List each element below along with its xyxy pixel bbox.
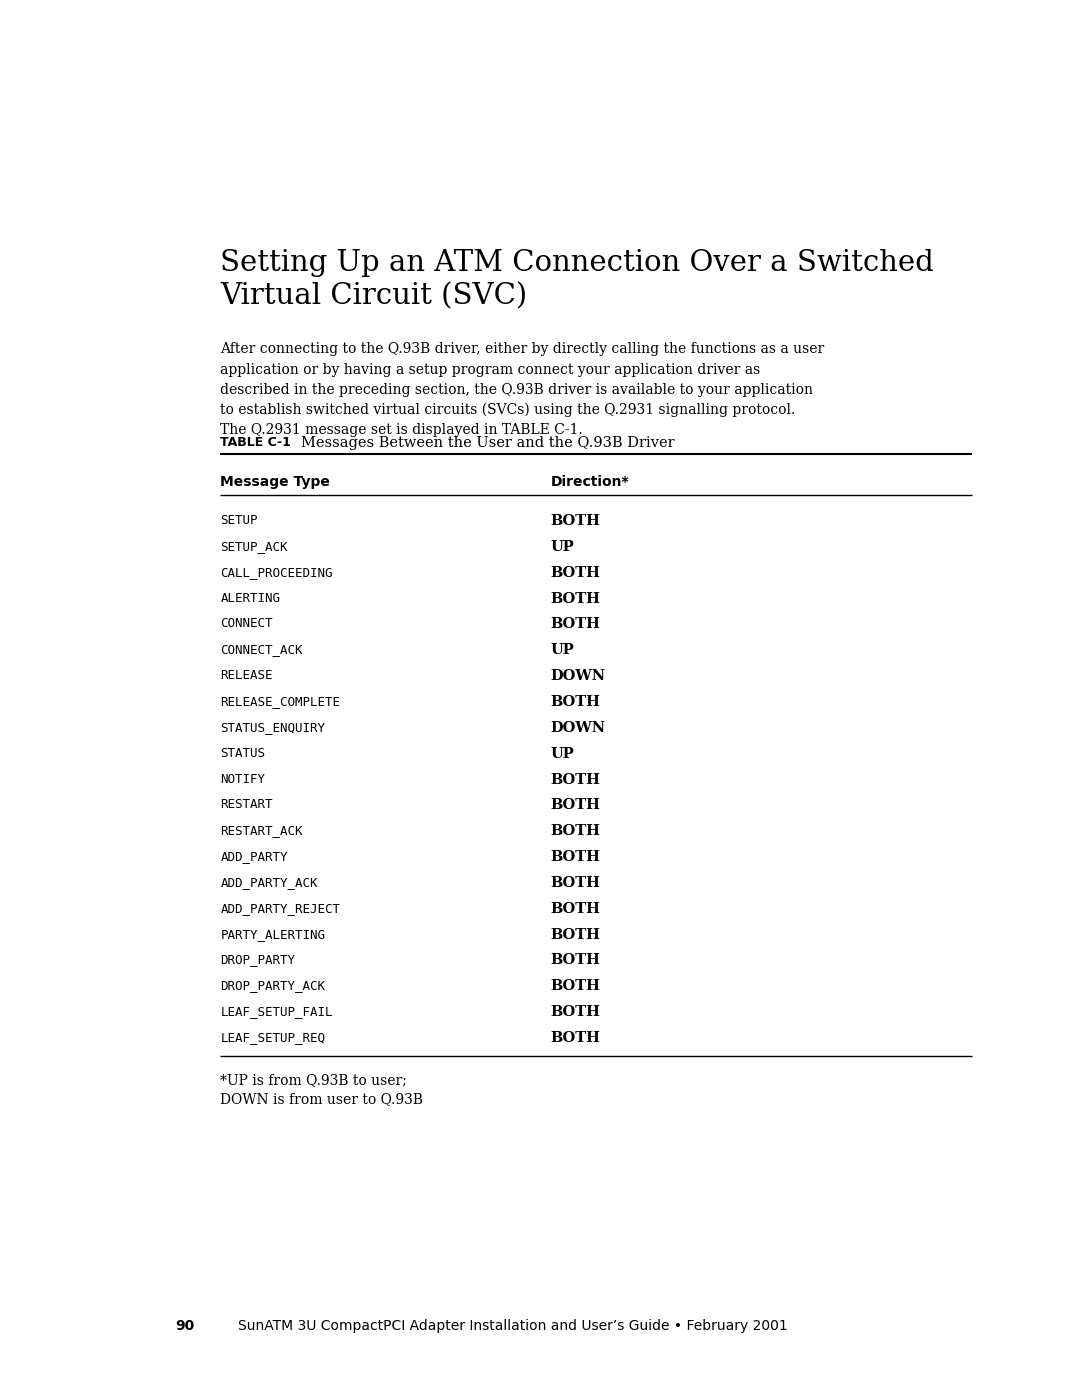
Text: *UP is from Q.93B to user;: *UP is from Q.93B to user; xyxy=(220,1073,407,1087)
Text: BOTH: BOTH xyxy=(551,1031,600,1045)
Text: BOTH: BOTH xyxy=(551,591,600,606)
Text: LEAF_SETUP_FAIL: LEAF_SETUP_FAIL xyxy=(220,1004,333,1018)
Text: Message Type: Message Type xyxy=(220,475,330,489)
Text: BOTH: BOTH xyxy=(551,876,600,890)
Text: BOTH: BOTH xyxy=(551,773,600,787)
Text: RELEASE_COMPLETE: RELEASE_COMPLETE xyxy=(220,694,340,708)
Text: RESTART: RESTART xyxy=(220,798,273,812)
Text: BOTH: BOTH xyxy=(551,849,600,865)
Text: CONNECT: CONNECT xyxy=(220,617,273,630)
Text: CONNECT_ACK: CONNECT_ACK xyxy=(220,643,302,657)
Text: BOTH: BOTH xyxy=(551,901,600,916)
Text: PARTY_ALERTING: PARTY_ALERTING xyxy=(220,928,325,940)
Text: BOTH: BOTH xyxy=(551,514,600,528)
Text: ADD_PARTY_REJECT: ADD_PARTY_REJECT xyxy=(220,901,340,915)
Text: BOTH: BOTH xyxy=(551,824,600,838)
Text: BOTH: BOTH xyxy=(551,798,600,813)
Text: STATUS_ENQUIRY: STATUS_ENQUIRY xyxy=(220,721,325,733)
Text: NOTIFY: NOTIFY xyxy=(220,773,266,785)
Text: ADD_PARTY_ACK: ADD_PARTY_ACK xyxy=(220,876,318,888)
Text: BOTH: BOTH xyxy=(551,566,600,580)
Text: BOTH: BOTH xyxy=(551,928,600,942)
Text: After connecting to the Q.93B driver, either by directly calling the functions a: After connecting to the Q.93B driver, ei… xyxy=(220,342,824,356)
Text: BOTH: BOTH xyxy=(551,953,600,968)
Text: to establish switched virtual circuits (SVCs) using the Q.2931 signalling protoc: to establish switched virtual circuits (… xyxy=(220,402,796,418)
Text: DOWN is from user to Q.93B: DOWN is from user to Q.93B xyxy=(220,1092,423,1106)
Text: The Q.2931 message set is displayed in TABLE C-1.: The Q.2931 message set is displayed in T… xyxy=(220,423,583,437)
Text: STATUS: STATUS xyxy=(220,746,266,760)
Text: Direction*: Direction* xyxy=(551,475,630,489)
Text: BOTH: BOTH xyxy=(551,979,600,993)
Text: described in the preceding section, the Q.93B driver is available to your applic: described in the preceding section, the … xyxy=(220,383,813,397)
Text: DOWN: DOWN xyxy=(551,669,606,683)
Text: DOWN: DOWN xyxy=(551,721,606,735)
Text: Setting Up an ATM Connection Over a Switched
Virtual Circuit (SVC): Setting Up an ATM Connection Over a Swit… xyxy=(220,249,934,310)
Text: CALL_PROCEEDING: CALL_PROCEEDING xyxy=(220,566,333,578)
Text: RELEASE: RELEASE xyxy=(220,669,273,682)
Text: SETUP_ACK: SETUP_ACK xyxy=(220,539,287,553)
Text: UP: UP xyxy=(551,746,575,761)
Text: ADD_PARTY: ADD_PARTY xyxy=(220,849,287,863)
Text: ALERTING: ALERTING xyxy=(220,591,281,605)
Text: SETUP: SETUP xyxy=(220,514,258,527)
Text: UP: UP xyxy=(551,539,575,555)
Text: application or by having a setup program connect your application driver as: application or by having a setup program… xyxy=(220,362,760,377)
Text: 90: 90 xyxy=(175,1319,194,1333)
Text: UP: UP xyxy=(551,643,575,658)
Text: RESTART_ACK: RESTART_ACK xyxy=(220,824,302,837)
Text: DROP_PARTY: DROP_PARTY xyxy=(220,953,295,967)
Text: SunATM 3U CompactPCI Adapter Installation and User’s Guide • February 2001: SunATM 3U CompactPCI Adapter Installatio… xyxy=(238,1319,787,1333)
Text: BOTH: BOTH xyxy=(551,617,600,631)
Text: LEAF_SETUP_REQ: LEAF_SETUP_REQ xyxy=(220,1031,325,1044)
Text: Messages Between the User and the Q.93B Driver: Messages Between the User and the Q.93B … xyxy=(301,436,675,450)
Text: BOTH: BOTH xyxy=(551,1004,600,1020)
Text: TABLE C-1: TABLE C-1 xyxy=(220,436,292,448)
Text: DROP_PARTY_ACK: DROP_PARTY_ACK xyxy=(220,979,325,992)
Text: BOTH: BOTH xyxy=(551,694,600,710)
